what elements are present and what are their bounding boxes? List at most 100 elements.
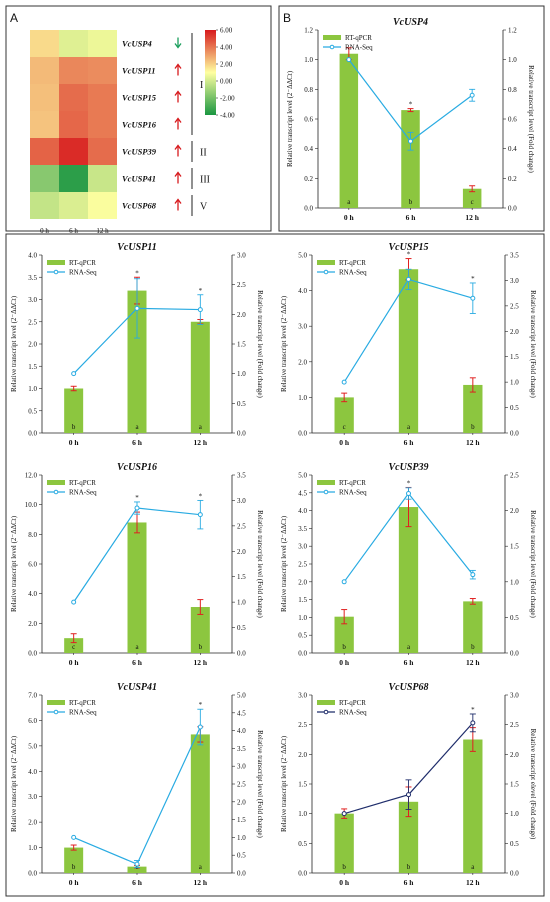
line-point bbox=[469, 92, 475, 98]
x-tick-label: 6 h bbox=[404, 438, 415, 447]
bar-rt-qpcr bbox=[334, 616, 354, 653]
heatmap-cell bbox=[30, 192, 59, 219]
line-point bbox=[134, 505, 140, 511]
bar-significance-letter: b bbox=[199, 643, 203, 651]
bar-significance-letter: b bbox=[409, 198, 413, 206]
x-tick-label: 12 h bbox=[194, 878, 208, 887]
y2-tick-label: 0.0 bbox=[510, 650, 519, 658]
line-rna-seq bbox=[73, 726, 201, 865]
x-tick-label: 6 h bbox=[132, 658, 143, 667]
y-tick-label: 1.2 bbox=[304, 27, 313, 35]
heatmap-cell bbox=[88, 57, 117, 84]
y-tick-label: 7.0 bbox=[28, 692, 37, 700]
y-tick-label: 4.0 bbox=[298, 287, 307, 295]
y2-tick-label: 2.5 bbox=[237, 522, 246, 530]
chart-VcUSP15: VcUSP15 0.0 1.0 2.0 3.0 4.0 5.0 0.0 0.5 1.0 1.5 2.0… bbox=[280, 242, 537, 447]
heatmap-cell bbox=[59, 84, 88, 111]
heatmap-cell bbox=[88, 138, 117, 165]
line-point bbox=[341, 379, 347, 385]
y2-tick-label: 3.0 bbox=[510, 692, 519, 700]
y2-tick-label: 2.5 bbox=[237, 281, 246, 289]
bar-rt-qpcr bbox=[127, 290, 147, 433]
y2-tick-label: 0.2 bbox=[508, 175, 517, 183]
y2-tick-label: 3.0 bbox=[237, 497, 246, 505]
y2-tick-label: 3.5 bbox=[237, 472, 246, 480]
heatmap-gene-label: VcUSP11 bbox=[122, 66, 156, 76]
up-arrow-head bbox=[174, 144, 182, 150]
x-tick-label: 6 h bbox=[406, 213, 417, 222]
y2-tick-label: 2.5 bbox=[237, 781, 246, 789]
heatmap-column-label: 6 h bbox=[69, 227, 78, 235]
y2-tick-label: 1.5 bbox=[510, 781, 519, 789]
y-tick-label: 0.0 bbox=[298, 870, 307, 878]
heatmap-group-label: I bbox=[200, 80, 203, 91]
y-tick-label: 2.5 bbox=[298, 721, 307, 729]
y2-tick-label: 2.0 bbox=[237, 798, 246, 806]
y-axis-label: Relative transcript level (2⁻ΔΔCt) bbox=[280, 515, 288, 612]
y-tick-label: 3.5 bbox=[28, 274, 37, 282]
y2-tick-label: 0.6 bbox=[508, 116, 517, 124]
chart-group: VcUSP4 0.0 0.2 0.4 0.6 0.8 1.0 1.2 0.0 0.2 0.4 0.6 0… bbox=[10, 17, 537, 887]
x-tick-label: 0 h bbox=[69, 658, 80, 667]
heatmap-cell bbox=[30, 138, 59, 165]
heatmap-cell bbox=[59, 165, 88, 192]
heatmap-cell bbox=[59, 111, 88, 138]
bar-rt-qpcr bbox=[190, 321, 210, 433]
line-point bbox=[341, 579, 347, 585]
bar-significance-letter: a bbox=[407, 643, 411, 651]
heatmap-cell bbox=[88, 111, 117, 138]
bar-rt-qpcr bbox=[190, 734, 210, 873]
y-tick-label: 3.5 bbox=[298, 525, 307, 533]
bar-rt-qpcr bbox=[64, 388, 84, 433]
y-tick-label: 0.2 bbox=[304, 175, 313, 183]
heatmap-cell bbox=[30, 30, 59, 57]
y-tick-label: 0.5 bbox=[298, 840, 307, 848]
y2-tick-label: 0.5 bbox=[237, 400, 246, 408]
line-point bbox=[346, 57, 352, 63]
x-tick-label: 0 h bbox=[339, 658, 350, 667]
significance-star: * bbox=[471, 275, 475, 283]
panel-b-frame bbox=[278, 5, 545, 232]
y-axis-label: Relative transcript level (2⁻ΔΔCt) bbox=[10, 515, 18, 612]
y-tick-label: 0.0 bbox=[28, 430, 37, 438]
legend-bar-swatch bbox=[323, 35, 341, 40]
y-tick-label: 0.8 bbox=[304, 86, 313, 94]
y-tick-label: 6.0 bbox=[28, 717, 37, 725]
heatmap-cell bbox=[88, 165, 117, 192]
bar-significance-letter: a bbox=[199, 863, 203, 871]
legend-bar-label: RT-qPCR bbox=[69, 699, 96, 707]
y-tick-label: 5.0 bbox=[298, 252, 307, 260]
legend-line-label: RNA-Seq bbox=[69, 269, 97, 277]
legend-bar-label: RT-qPCR bbox=[69, 259, 96, 267]
y2-axis-label: Relative transcript level (Fold change) bbox=[256, 730, 264, 838]
significance-star: * bbox=[471, 706, 475, 714]
bar-rt-qpcr bbox=[334, 397, 354, 433]
heatmap-group-label: V bbox=[200, 202, 208, 213]
heatmap-column-label: 12 h bbox=[96, 227, 109, 235]
line-point bbox=[197, 512, 203, 518]
legend-line-label: RNA-Seq bbox=[69, 709, 97, 717]
color-scale-label: 6.00 bbox=[220, 27, 233, 35]
heatmap-cell bbox=[30, 111, 59, 138]
legend-bar-label: RT-qPCR bbox=[339, 699, 366, 707]
legend-bar-swatch bbox=[47, 480, 65, 485]
bar-rt-qpcr bbox=[401, 110, 420, 208]
legend-line-point bbox=[323, 709, 329, 715]
y-tick-label: 5.0 bbox=[298, 472, 307, 480]
panel-b-letter: B bbox=[283, 11, 291, 25]
x-tick-label: 12 h bbox=[194, 438, 208, 447]
y2-tick-label: 2.0 bbox=[510, 751, 519, 759]
y2-tick-label: 3.0 bbox=[510, 277, 519, 285]
line-point bbox=[406, 276, 411, 282]
y2-tick-label: 1.0 bbox=[510, 578, 519, 586]
heatmap-cell bbox=[59, 57, 88, 84]
chart-title: VcUSP4 bbox=[393, 17, 428, 28]
bar-rt-qpcr bbox=[127, 866, 147, 873]
y-tick-label: 12.0 bbox=[25, 472, 38, 480]
bar-significance-letter: c bbox=[72, 643, 75, 651]
y-tick-label: 2.0 bbox=[28, 620, 37, 628]
y-tick-label: 1.0 bbox=[28, 385, 37, 393]
heatmap-group-label: II bbox=[200, 148, 207, 159]
bar-rt-qpcr bbox=[463, 601, 483, 653]
legend-line-point bbox=[329, 44, 335, 50]
